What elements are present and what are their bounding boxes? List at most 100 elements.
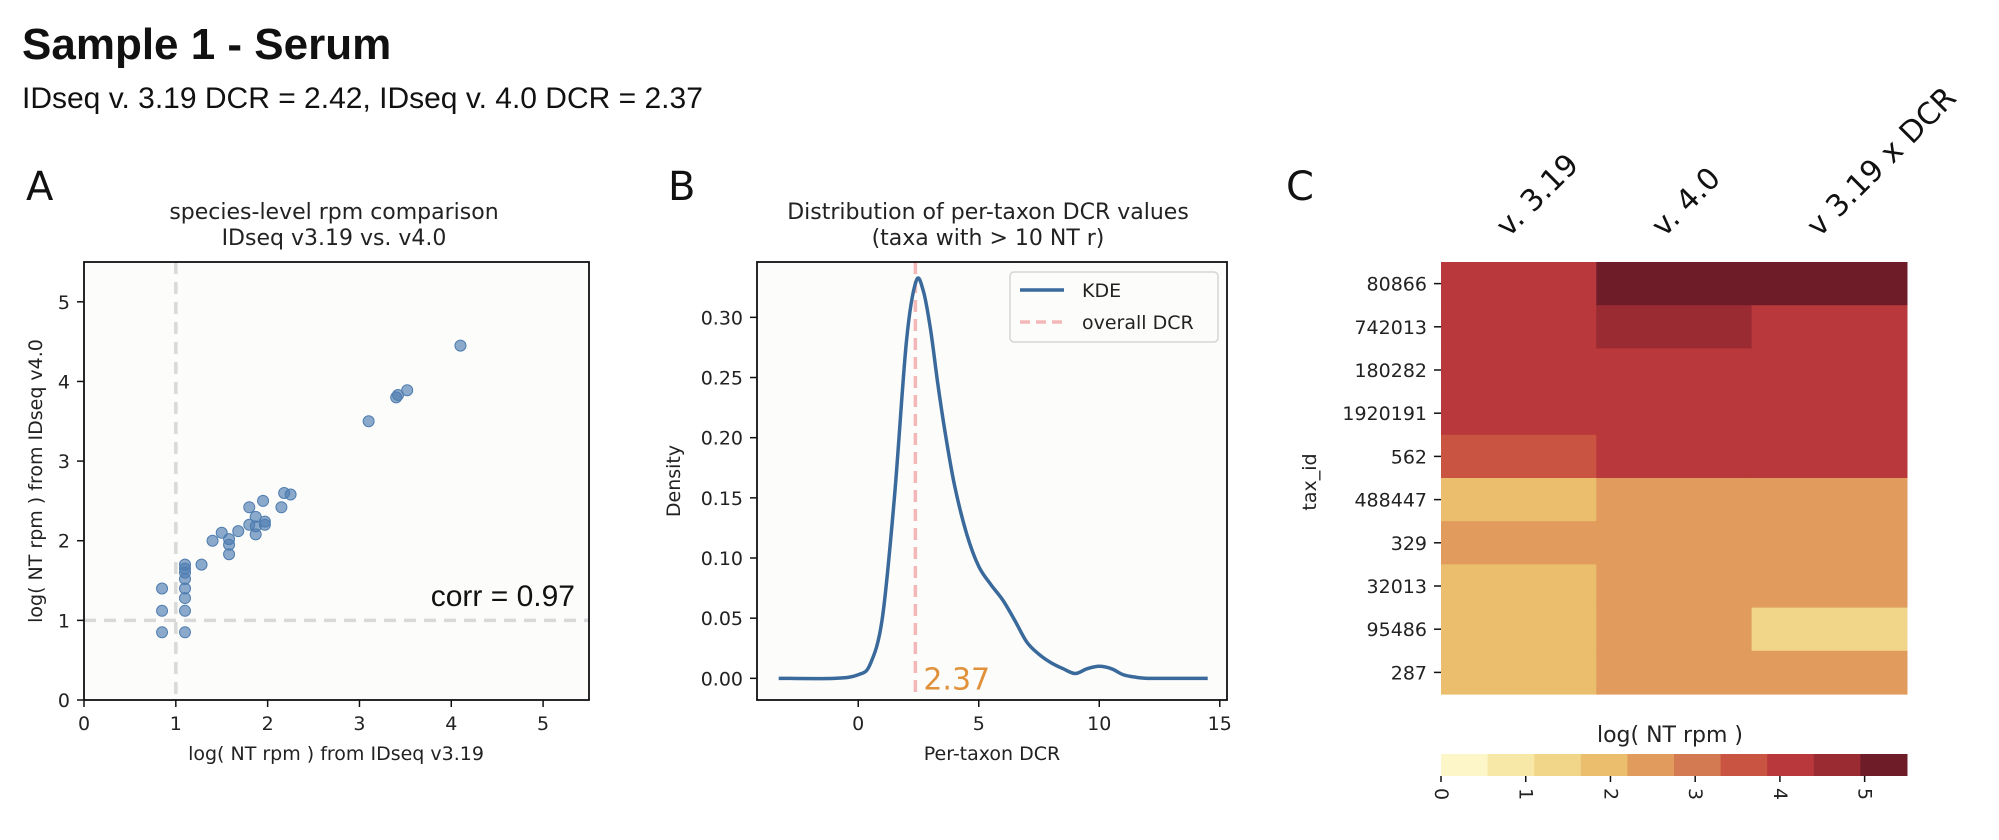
scatter-point — [223, 548, 236, 561]
panel-c: C v. 3.19 v. 4.0 v 3.19 x DCR 80866 742013 1… — [1286, 80, 1963, 800]
colorbar-ticks: 0 1 2 3 4 5 — [1430, 776, 1876, 800]
panel-a-frame — [83, 261, 590, 701]
heatmap-cell — [1596, 564, 1753, 609]
heatmap-cell — [1596, 434, 1753, 479]
y-tick-label: 0 — [58, 690, 70, 712]
colorbar-segment — [1720, 754, 1768, 776]
heatmap-cell — [1441, 305, 1597, 349]
panel-b-x-ticks: 0 5 10 15 — [852, 700, 1232, 735]
panel-a: A species-level rpm comparison IDseq v3.… — [25, 164, 590, 765]
x-tick-label: 3 — [353, 713, 365, 735]
heatmap-cell — [1441, 262, 1597, 306]
heatmap-cell — [1751, 564, 1908, 609]
panel-b-subtitle: (taxa with > 10 NT r) — [872, 226, 1105, 251]
colorbar-segment — [1487, 754, 1535, 776]
y-tick-label: 0.25 — [701, 368, 743, 390]
row-label: 32013 — [1367, 576, 1427, 598]
legend-dcr-label: overall DCR — [1082, 312, 1194, 334]
scatter-point — [156, 582, 169, 595]
colorbar-tick-label: 1 — [1515, 788, 1537, 800]
y-tick-label: 0.15 — [701, 488, 743, 510]
heatmap-column-labels: v. 3.19 v. 4.0 v 3.19 x DCR — [1490, 80, 1964, 243]
legend-kde-label: KDE — [1082, 280, 1121, 302]
row-label: 95486 — [1367, 619, 1427, 641]
page-title: Sample 1 - Serum — [22, 20, 392, 69]
colorbar-segment — [1627, 754, 1675, 776]
panel-a-xlabel: log( NT rpm ) from IDseq v3.19 — [188, 743, 484, 765]
scatter-point — [243, 501, 256, 514]
dcr-value-label: 2.37 — [923, 662, 990, 697]
panel-a-ylabel: log( NT rpm ) from IDseq v4.0 — [25, 339, 47, 623]
panel-b-legend: KDE overall DCR — [1009, 271, 1219, 343]
x-tick-label: 0 — [78, 713, 90, 735]
scatter-point — [156, 626, 169, 639]
heatmap-cell — [1751, 650, 1908, 695]
scatter-point — [179, 626, 191, 639]
heatmap-cell — [1596, 305, 1753, 349]
scatter-point — [206, 534, 219, 547]
y-tick-label: 0.20 — [701, 428, 743, 450]
heatmap-cell — [1596, 521, 1753, 565]
scatter-point — [232, 525, 245, 538]
heatmap-cell — [1751, 607, 1908, 652]
heatmap-cell — [1751, 434, 1908, 479]
scatter-point — [392, 388, 405, 401]
y-tick-label: 0.00 — [701, 668, 743, 690]
heatmap-cell — [1441, 564, 1597, 609]
scatter-point — [454, 339, 467, 352]
scatter-point — [362, 415, 375, 428]
colorbar-tick-label: 4 — [1769, 788, 1791, 800]
x-tick-label: 10 — [1087, 713, 1111, 735]
scatter-point — [195, 558, 208, 571]
heatmap-cell — [1751, 348, 1908, 393]
colorbar-tick-label: 2 — [1599, 788, 1621, 800]
scatter-point — [401, 384, 414, 397]
x-tick-label: 4 — [445, 713, 457, 735]
heatmap-cell — [1751, 521, 1908, 565]
panel-b-y-ticks: 0.00 0.05 0.10 0.15 0.20 0.25 0.30 — [701, 307, 757, 690]
heatmap-cell — [1441, 391, 1597, 436]
colorbar-tick-label: 5 — [1854, 788, 1876, 800]
panel-a-subtitle: IDseq v3.19 vs. v4.0 — [222, 226, 447, 251]
y-tick-label: 0.10 — [701, 548, 743, 570]
row-label: 488447 — [1354, 490, 1427, 512]
heatmap-cell — [1596, 650, 1753, 695]
colorbar — [1441, 754, 1908, 776]
panel-b-frame — [756, 261, 1228, 701]
heatmap-cells — [1441, 262, 1908, 695]
colorbar-segment — [1767, 754, 1815, 776]
y-tick-label: 0.30 — [701, 307, 743, 329]
panel-b-ylabel: Density — [663, 445, 685, 517]
heatmap-cell — [1596, 391, 1753, 436]
colorbar-label: log( NT rpm ) — [1597, 723, 1743, 748]
row-label: 742013 — [1354, 317, 1427, 339]
y-tick-label: 5 — [58, 292, 70, 314]
heatmap-cell — [1751, 478, 1908, 522]
row-label: 329 — [1391, 533, 1427, 555]
column-label: v. 4.0 — [1645, 161, 1728, 244]
heatmap-cell — [1441, 478, 1597, 522]
scatter-point — [156, 604, 169, 617]
x-tick-label: 0 — [852, 713, 864, 735]
heatmap-cell — [1441, 607, 1597, 652]
scatter-point — [257, 494, 270, 507]
x-tick-label: 2 — [262, 713, 274, 735]
panel-a-title: species-level rpm comparison — [169, 200, 498, 225]
x-tick-label: 5 — [973, 713, 985, 735]
heatmap-ylabel: tax_id — [1299, 453, 1321, 510]
panel-a-y-ticks: 0 1 2 3 4 5 — [58, 292, 84, 712]
y-tick-label: 0.05 — [701, 608, 743, 630]
heatmap-cell — [1441, 521, 1597, 565]
heatmap-cell — [1751, 262, 1908, 306]
panel-a-points — [156, 339, 467, 639]
corr-annotation: corr = 0.97 — [431, 580, 575, 613]
row-label: 562 — [1391, 446, 1427, 468]
colorbar-segment — [1441, 754, 1489, 776]
column-label: v. 3.19 — [1490, 147, 1586, 243]
heatmap-row-labels: 80866 742013 180282 1920191 562 488447 329 3201… — [1342, 274, 1441, 684]
page-subtitle: IDseq v. 3.19 DCR = 2.42, IDseq v. 4.0 D… — [22, 82, 703, 115]
panel-b-title: Distribution of per-taxon DCR values — [787, 200, 1189, 225]
y-tick-label: 4 — [58, 371, 70, 393]
panel-a-plot-area — [84, 262, 589, 700]
y-tick-label: 2 — [58, 531, 70, 553]
